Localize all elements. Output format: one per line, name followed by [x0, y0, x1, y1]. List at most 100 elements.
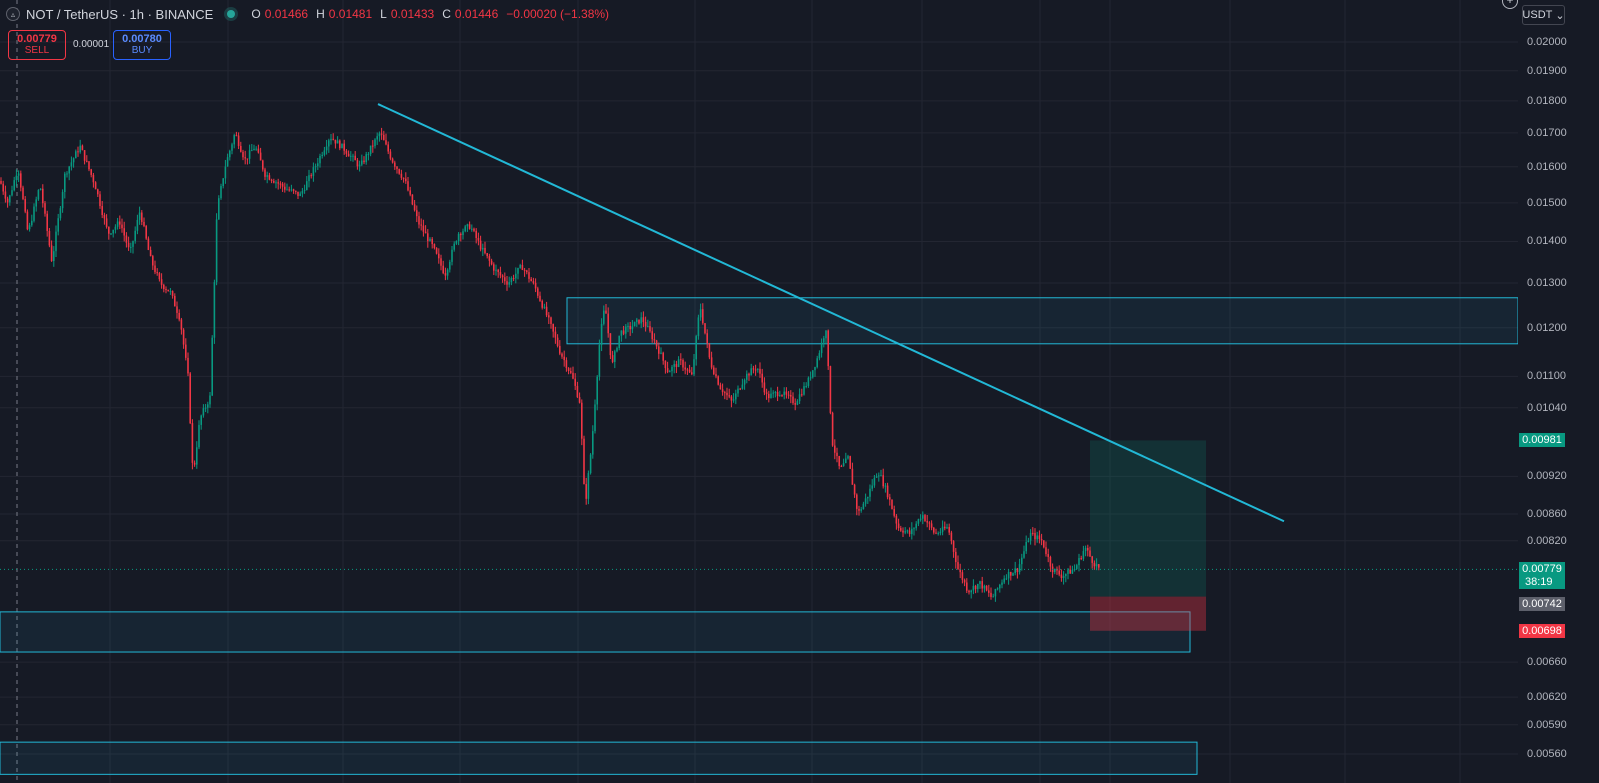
candle-body [673, 364, 675, 367]
candle-body [50, 245, 53, 262]
candle-body [653, 339, 656, 341]
candle-body [517, 267, 519, 274]
candle-body [167, 289, 169, 292]
candle-body [24, 199, 26, 212]
candle-body [387, 144, 389, 152]
candle-body [893, 509, 895, 516]
candle-body [677, 359, 680, 367]
candle-body [616, 347, 618, 352]
candle-body [798, 394, 801, 402]
candle-body [163, 284, 165, 290]
candle-body [724, 392, 726, 394]
candle-body [565, 360, 568, 369]
candle-body [1025, 542, 1027, 552]
price-axis-tick-label: 0.00590 [1527, 718, 1567, 731]
candle-body [574, 378, 576, 386]
candle-body [411, 194, 414, 205]
support-resistance-zone[interactable] [566, 297, 1518, 345]
buy-price: 0.00780 [122, 33, 162, 45]
candle-body [196, 447, 198, 465]
candle-body [28, 225, 31, 230]
candle-body [671, 366, 673, 372]
candle-body [319, 156, 321, 164]
candle-body [141, 212, 143, 222]
candle-body [1023, 551, 1025, 558]
candle-body [974, 585, 977, 590]
candle-body [710, 357, 713, 368]
candle-body [950, 532, 953, 542]
candle-body [713, 367, 715, 375]
candle-body [1069, 569, 1071, 574]
candle-body [640, 317, 642, 324]
candle-body [812, 370, 814, 378]
candle-body [585, 484, 587, 499]
candle-body [400, 173, 403, 178]
candle-body [486, 253, 488, 257]
candle-body [721, 389, 724, 393]
candle-body [880, 475, 882, 477]
long-position-loss-zone[interactable] [1090, 596, 1206, 631]
candle-body [761, 373, 763, 383]
candle-body [607, 313, 609, 334]
buy-button[interactable]: 0.00780 BUY [113, 30, 171, 60]
support-resistance-zone[interactable] [0, 611, 1191, 653]
candle-body [105, 218, 108, 227]
candle-body [103, 215, 106, 219]
candle-body [292, 189, 295, 191]
candle-body [739, 388, 741, 390]
candle-body [972, 585, 975, 591]
candle-body [922, 515, 924, 519]
candle-body [631, 326, 634, 330]
candle-body [620, 330, 623, 336]
candle-body [407, 181, 409, 191]
candle-body [125, 235, 128, 243]
symbol-title[interactable]: NOT / TetherUS · 1h · BINANCE [26, 6, 214, 22]
candle-body [413, 204, 416, 211]
candle-body [649, 326, 651, 332]
candle-body [1054, 568, 1056, 573]
candle-body [1005, 578, 1008, 580]
candle-body [1060, 574, 1063, 578]
candle-body [75, 151, 77, 159]
candle-body [339, 140, 341, 149]
candle-body [391, 158, 394, 163]
candle-body [699, 309, 702, 318]
support-resistance-zone[interactable] [0, 741, 1198, 775]
candle-body [996, 588, 999, 590]
price-axis-tick-label: 0.02000 [1527, 36, 1567, 48]
candle-body [1067, 569, 1069, 574]
candle-body [264, 169, 266, 177]
candle-body [935, 532, 937, 534]
candle-body [431, 238, 433, 245]
currency-label: USDT [1522, 9, 1553, 21]
candle-body [1040, 539, 1043, 541]
long-position-profit-zone[interactable] [1090, 440, 1206, 597]
candle-body [59, 208, 62, 219]
candle-body [583, 438, 585, 485]
ohlc-open-value: 0.01466 [264, 7, 309, 21]
candle-body [897, 523, 900, 529]
currency-selector[interactable]: USDT ⌄ [1522, 5, 1565, 25]
candle-body [321, 154, 323, 157]
sell-label: SELL [24, 45, 50, 56]
price-chart[interactable] [0, 0, 1518, 783]
candle-body [185, 344, 187, 358]
candle-body [781, 395, 783, 397]
candle-body [97, 189, 99, 195]
candle-body [396, 166, 398, 170]
bar-countdown: 38:19 [1519, 576, 1565, 590]
candle-body [277, 182, 279, 184]
candle-body [779, 395, 781, 397]
take-profit-price-tag: 0.00981 [1519, 433, 1565, 448]
candle-body [1062, 576, 1065, 578]
candle-body [506, 281, 508, 285]
candle-body [594, 404, 596, 432]
candle-body [895, 515, 898, 524]
candle-body [6, 198, 9, 203]
candle-body [156, 272, 158, 274]
sell-button[interactable]: 0.00779 SELL [8, 30, 66, 60]
trendline[interactable] [377, 103, 1285, 523]
candle-body [774, 392, 777, 394]
candle-body [955, 551, 957, 563]
candle-body [182, 329, 185, 345]
